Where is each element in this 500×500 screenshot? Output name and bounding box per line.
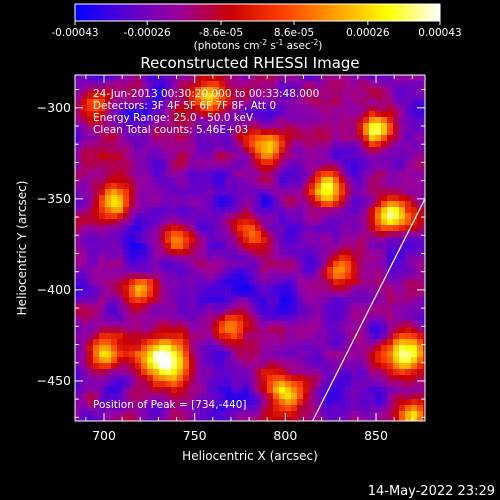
y-tick-label: −450	[37, 373, 71, 388]
colorbar	[74, 3, 441, 22]
heatmap-image	[75, 75, 425, 421]
annotation-line: 24-Jun-2013 00:30:20.000 to 00:33:48.000	[93, 88, 319, 100]
y-tick-label: −350	[37, 191, 71, 206]
x-tick-label: 800	[273, 428, 297, 443]
chart-title: Reconstructed RHESSI Image	[140, 54, 359, 72]
solar-limb-line	[312, 198, 426, 422]
colorbar-unit-label: (photons cm-2 s-1 asec-2)	[194, 38, 323, 52]
x-axis-label: Heliocentric X (arcsec)	[182, 449, 318, 463]
y-axis-label: Heliocentric Y (arcsec)	[15, 181, 29, 316]
annotation-block: 24-Jun-2013 00:30:20.000 to 00:33:48.000…	[93, 88, 319, 136]
x-tick-label: 700	[92, 428, 116, 443]
y-tick-label: −300	[37, 100, 71, 115]
y-tick-label: −400	[37, 282, 71, 297]
annotation-line: Energy Range: 25.0 - 50.0 keV	[93, 112, 254, 124]
annotation-line: Clean Total counts: 5.46E+03	[93, 124, 248, 136]
x-tick-label: 750	[183, 428, 207, 443]
colorbar-tick-label: 0.00026	[346, 27, 390, 39]
colorbar-tick-label: -0.00026	[124, 27, 172, 39]
plot-frame	[74, 74, 426, 422]
colorbar-tick-label: -0.00043	[51, 27, 98, 39]
x-tick-label: 850	[364, 428, 388, 443]
annotation-line: Detectors: 3F 4F 5F 6F 7F 8F, Att 0	[93, 100, 276, 112]
colorbar-tick-label: 0.00043	[418, 27, 461, 39]
peak-position-label: Position of Peak = [734,-440]	[93, 399, 247, 411]
render-timestamp: 14-May-2022 23:29	[368, 484, 495, 499]
colorbar-ticks: -0.00043 -0.00026 -8.6e-05 8.6e-05 0.00026 0.…	[51, 21, 462, 39]
axis-ticks: 700 750 800 850 −300 −350 −400 −450	[37, 75, 425, 443]
colorbar-tick-label: 8.6e-05	[274, 27, 314, 39]
colorbar-tick-label: -8.6e-05	[199, 27, 243, 39]
